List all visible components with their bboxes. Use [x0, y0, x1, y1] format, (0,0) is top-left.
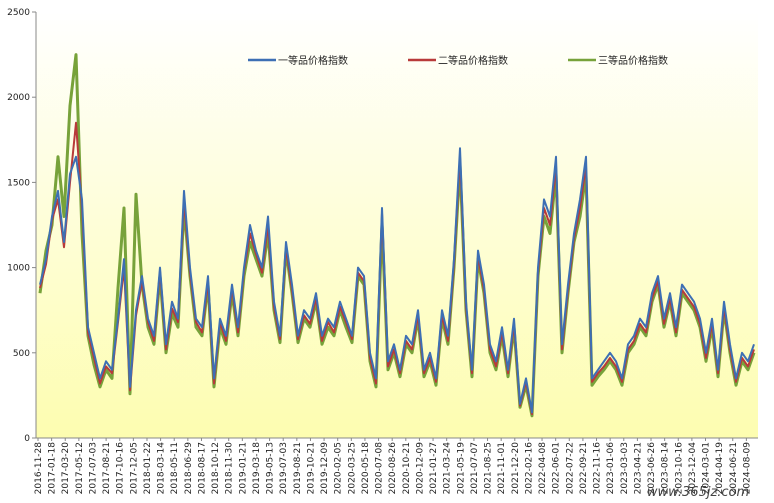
x-tick-label: 2017-03-20 [61, 442, 71, 495]
legend: 一等品价格指数 二等品价格指数 三等品价格指数 [248, 54, 668, 67]
x-tick-label: 2018-08-17 [197, 442, 207, 494]
x-tick-label: 2023-04-21 [633, 442, 643, 494]
x-tick-label: 2021-08-25 [484, 442, 494, 494]
x-tick-label: 2022-09-21 [579, 442, 589, 494]
x-tick-label: 2019-07-03 [279, 442, 289, 494]
x-tick-label: 2018-10-12 [211, 442, 221, 494]
x-tick-label: 2017-08-21 [102, 442, 112, 494]
x-tick-label: 2023-12-04 [688, 442, 698, 495]
x-axis: 2016-11-28 2017-01-18 2017-03-20 2017-05-12… [34, 437, 758, 495]
x-tick-label: 2020-05-18 [361, 442, 371, 495]
x-tick-label: 2023-08-14 [661, 442, 671, 495]
x-tick-label: 2019-12-09 [320, 442, 330, 495]
x-tick-label: 2022-07-22 [565, 442, 575, 494]
plot-area-background [36, 12, 758, 438]
x-tick-label: 2016-11-28 [34, 442, 44, 495]
y-tick-label: 1500 [7, 178, 30, 188]
x-tick-label: 2022-04-08 [538, 442, 548, 495]
x-tick-label: 2018-03-14 [157, 442, 167, 495]
x-tick-label: 2022-11-16 [593, 442, 603, 495]
y-tick-label: 500 [13, 349, 30, 359]
x-tick-label: 2019-10-21 [306, 442, 316, 494]
x-tick-label: 2017-07-03 [88, 442, 98, 494]
x-tick-label: 2020-12-09 [415, 442, 425, 495]
y-tick-label: 1000 [7, 264, 30, 274]
y-axis: 0 500 1000 1500 2000 2500 [7, 8, 37, 444]
x-tick-label: 2017-05-12 [75, 442, 85, 494]
x-tick-label: 2017-10-16 [116, 442, 126, 495]
x-tick-label: 2020-02-05 [334, 442, 344, 494]
x-tick-label: 2020-03-25 [347, 442, 357, 494]
watermark: www.365jz.com [647, 485, 749, 500]
legend-label-2: 二等品价格指数 [438, 54, 508, 67]
x-tick-label: 2022-02-16 [524, 442, 534, 495]
x-tick-label: 2023-01-06 [606, 442, 616, 495]
x-tick-label: 2021-01-27 [429, 442, 439, 494]
x-tick-label: 2019-01-21 [238, 442, 248, 494]
x-tick-label: 2022-06-01 [552, 442, 562, 494]
x-tick-label: 2024-08-09 [742, 442, 752, 495]
x-tick-label: 2019-05-13 [266, 442, 276, 494]
x-tick-label: 2021-07-07 [470, 442, 480, 494]
x-tick-label: 2017-01-18 [48, 442, 58, 495]
x-tick-label: 2018-05-11 [170, 442, 180, 494]
x-tick-label: 2018-06-29 [184, 442, 194, 495]
legend-label-3: 三等品价格指数 [598, 54, 668, 67]
x-tick-label: 2024-06-21 [729, 442, 739, 494]
x-tick-label: 2021-11-01 [497, 442, 507, 494]
x-tick-label: 2018-11-30 [225, 442, 235, 495]
x-tick-label: 2021-12-20 [511, 442, 521, 495]
x-tick-label: 2017-12-05 [129, 442, 139, 494]
x-tick-label: 2020-08-26 [388, 442, 398, 495]
x-tick-label: 2020-10-21 [402, 442, 412, 494]
y-tick-label: 0 [24, 434, 30, 444]
y-tick-label: 2500 [7, 8, 30, 18]
legend-label-1: 一等品价格指数 [278, 54, 348, 67]
x-tick-label: 2023-03-03 [620, 442, 630, 494]
x-tick-label: 2018-01-22 [143, 442, 153, 494]
x-tick-label: 2020-07-08 [375, 442, 385, 495]
x-tick-label: 2021-05-19 [456, 442, 466, 495]
x-tick-label: 2024-04-19 [715, 442, 725, 495]
x-tick-label: 2023-10-16 [674, 442, 684, 495]
x-tick-label: 2023-06-26 [647, 442, 657, 495]
x-tick-label: 2021-03-24 [443, 442, 453, 495]
y-tick-label: 2000 [7, 93, 30, 103]
series-line-1 [39, 147, 755, 414]
x-tick-label: 2019-08-21 [293, 442, 303, 494]
series-layer [38, 53, 756, 418]
x-tick-label: 2024-03-01 [702, 442, 712, 494]
x-tick-label: 2019-03-18 [252, 442, 262, 495]
